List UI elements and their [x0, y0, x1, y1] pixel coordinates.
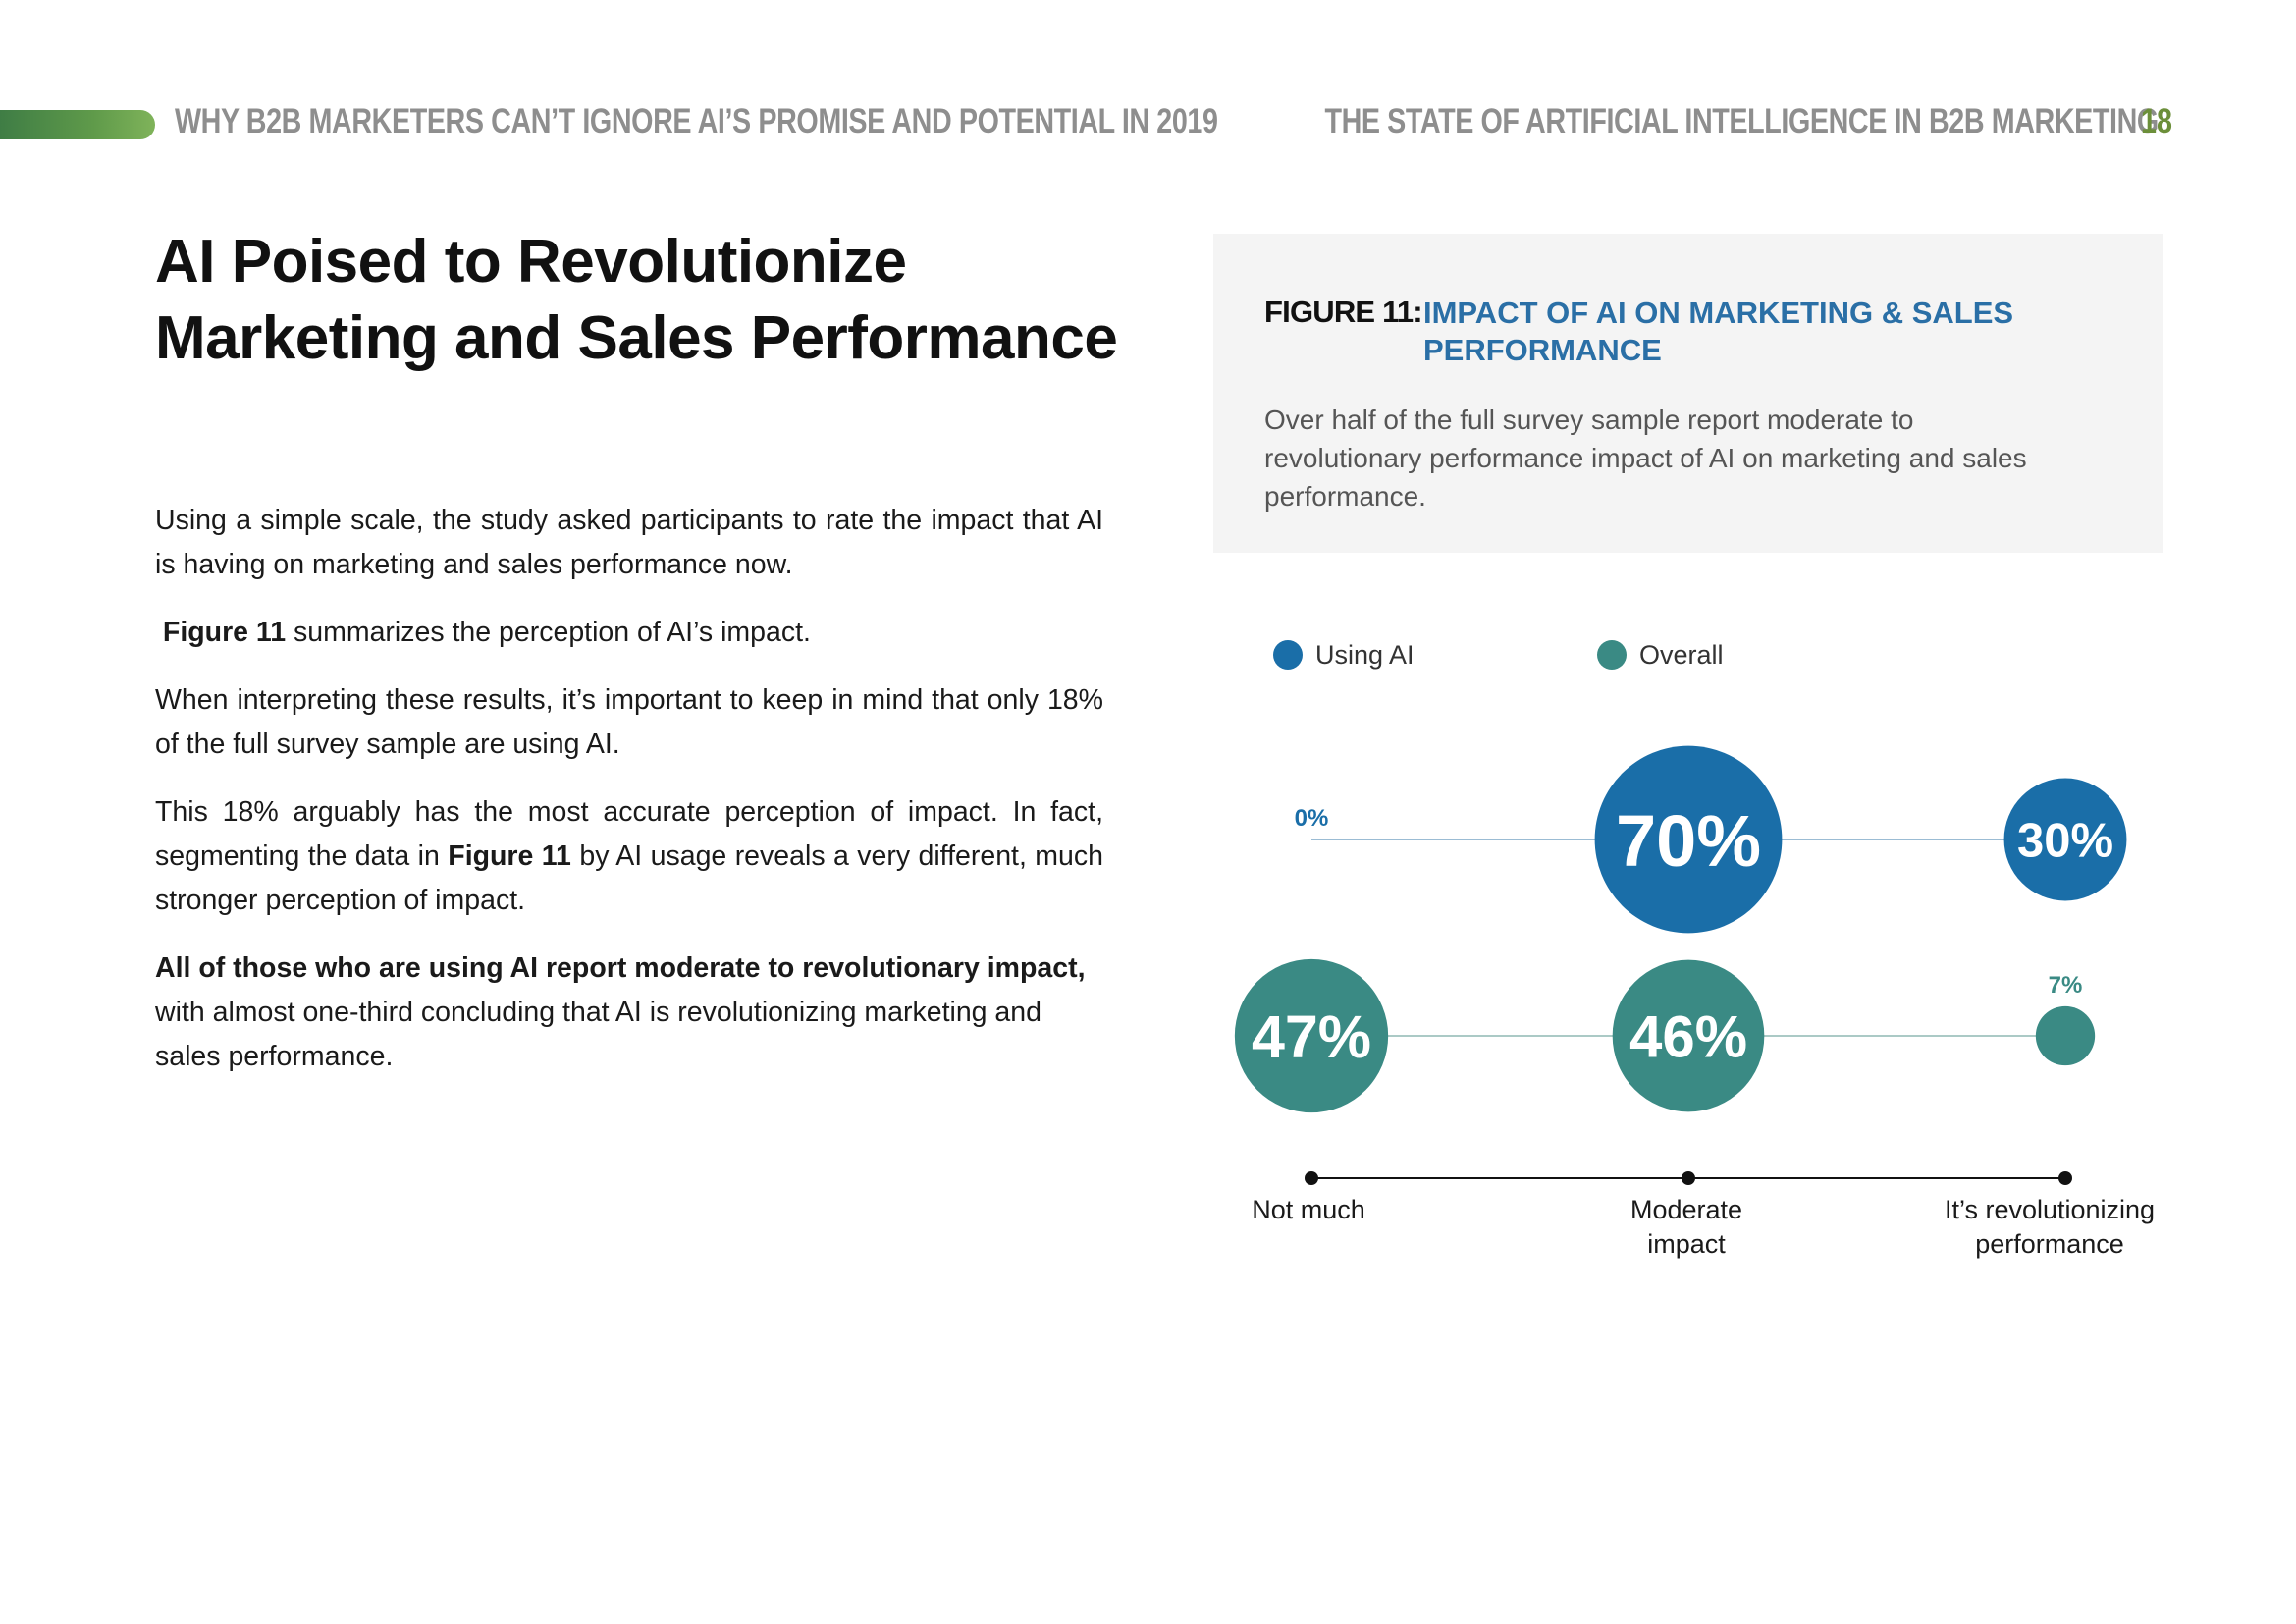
data-label-0-1: 70%: [1616, 800, 1761, 882]
bubble-0-2: [2003, 778, 2127, 901]
paragraph-3: When interpreting these results, it’s im…: [155, 684, 1103, 760]
legend-label-using-ai: Using AI: [1315, 640, 1415, 670]
bubble-1-0: [1234, 958, 1389, 1113]
page-title: AI Poised to Revolutionize Marketing and…: [155, 224, 1137, 377]
page-title-line-1: AI Poised to Revolutionize: [155, 228, 907, 296]
paragraph-5-bold: All of those who are using AI report mod…: [155, 952, 1086, 984]
paragraph-4-b: by AI usage reveals a very different, mu…: [155, 840, 1103, 916]
category-label-1: Moderate: [1630, 1195, 1742, 1224]
header-section-title: WHY B2B MARKETERS CAN’T IGNORE AI’S PROM…: [175, 102, 1218, 140]
paragraph-2: Figure 11 summarizes the perception of A…: [155, 611, 1103, 655]
bubble-0-1: [1594, 745, 1783, 934]
header-report-title: THE STATE OF ARTIFICIAL INTELLIGENCE IN …: [1324, 102, 2160, 140]
paragraph-5-text: with almost one-third concluding that AI…: [155, 997, 1041, 1072]
page-number: 18: [2141, 102, 2172, 140]
data-label-1-1: 46%: [1629, 1004, 1747, 1070]
header-accent-bar: [0, 110, 155, 139]
body-text: Using a simple scale, the study asked pa…: [155, 499, 1103, 1103]
legend-marker-using-ai: [1273, 640, 1303, 670]
category-label-2: performance: [1975, 1229, 2124, 1259]
category-label-2: It’s revolutionizing: [1945, 1195, 2155, 1224]
figure-ref: Figure 11: [448, 840, 571, 872]
data-label-1-2: 7%: [2049, 972, 2083, 999]
figure-ref: Figure 11: [162, 617, 287, 648]
category-label-1: impact: [1647, 1229, 1726, 1259]
axis-tick-1: [1682, 1171, 1695, 1185]
figure-title: IMPACT OF AI ON MARKETING & SALES PERFOR…: [1423, 296, 2014, 367]
data-label-0-0: 0%: [1295, 805, 1329, 832]
paragraph-4: This 18% arguably has the most accurate …: [155, 790, 1103, 923]
axis-tick-2: [2058, 1171, 2072, 1185]
legend-marker-overall: [1597, 640, 1627, 670]
figure-description: Over half of the full survey sample repo…: [1264, 405, 2027, 512]
bubble-1-1: [1612, 959, 1765, 1112]
impact-bubble-chart: Using AI Overall 0% 70% 30% 47% 46% 7% Not much M…: [1234, 640, 2155, 1259]
data-label-1-0: 47%: [1252, 1003, 1371, 1070]
bubble-1-2: [2035, 1005, 2096, 1066]
page-title-line-2: Marketing and Sales Performance: [155, 304, 1118, 372]
category-label-0: Not much: [1252, 1195, 1365, 1224]
figure-label: FIGURE 11:: [1264, 295, 1423, 329]
paragraph-1: Using a simple scale, the study asked pa…: [155, 505, 1103, 580]
paragraph-4-a: This 18% arguably has the most accurate …: [155, 796, 1103, 872]
figure-caption-box: FIGURE 11: IMPACT OF AI ON MARKETING & S…: [1213, 234, 2163, 553]
legend-label-overall: Overall: [1639, 640, 1724, 670]
data-label-0-2: 30%: [2017, 815, 2113, 868]
paragraph-5: All of those who are using AI report mod…: [155, 947, 1103, 1079]
paragraph-2-text: summarizes the perception of AI’s impact…: [286, 617, 811, 648]
axis-tick-0: [1305, 1171, 1318, 1185]
